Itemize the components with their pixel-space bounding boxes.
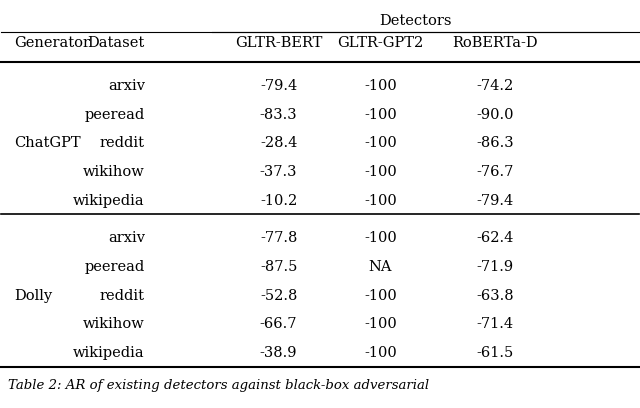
Text: -38.9: -38.9 [260, 346, 298, 360]
Text: wikipedia: wikipedia [73, 194, 145, 208]
Text: -90.0: -90.0 [477, 108, 514, 122]
Text: -77.8: -77.8 [260, 231, 297, 245]
Text: -100: -100 [364, 317, 397, 331]
Text: -86.3: -86.3 [476, 136, 514, 150]
Text: -79.4: -79.4 [260, 79, 297, 93]
Text: -79.4: -79.4 [477, 194, 514, 208]
Text: -61.5: -61.5 [477, 346, 514, 360]
Text: NA: NA [369, 260, 392, 274]
Text: -71.9: -71.9 [477, 260, 514, 274]
Text: -100: -100 [364, 231, 397, 245]
Text: arxiv: arxiv [108, 79, 145, 93]
Text: -100: -100 [364, 108, 397, 122]
Text: -37.3: -37.3 [260, 165, 298, 179]
Text: Detectors: Detectors [380, 13, 452, 28]
Text: reddit: reddit [100, 288, 145, 303]
Text: Table 2: AR of existing detectors against black-box adversarial: Table 2: AR of existing detectors agains… [8, 379, 429, 392]
Text: wikihow: wikihow [83, 317, 145, 331]
Text: -71.4: -71.4 [477, 317, 514, 331]
Text: arxiv: arxiv [108, 231, 145, 245]
Text: -74.2: -74.2 [477, 79, 514, 93]
Text: -10.2: -10.2 [260, 194, 297, 208]
Text: -83.3: -83.3 [260, 108, 298, 122]
Text: -62.4: -62.4 [477, 231, 514, 245]
Text: peeread: peeread [84, 108, 145, 122]
Text: -100: -100 [364, 194, 397, 208]
Text: -100: -100 [364, 165, 397, 179]
Text: -28.4: -28.4 [260, 136, 297, 150]
Text: -52.8: -52.8 [260, 288, 297, 303]
Text: -87.5: -87.5 [260, 260, 297, 274]
Text: wikipedia: wikipedia [73, 346, 145, 360]
Text: -100: -100 [364, 346, 397, 360]
Text: -63.8: -63.8 [476, 288, 514, 303]
Text: -76.7: -76.7 [477, 165, 514, 179]
Text: Dolly: Dolly [14, 288, 52, 303]
Text: reddit: reddit [100, 136, 145, 150]
Text: RoBERTa-D: RoBERTa-D [452, 36, 538, 50]
Text: -66.7: -66.7 [260, 317, 298, 331]
Text: Dataset: Dataset [88, 36, 145, 50]
Text: wikihow: wikihow [83, 165, 145, 179]
Text: -100: -100 [364, 288, 397, 303]
Text: -100: -100 [364, 79, 397, 93]
Text: ChatGPT: ChatGPT [14, 136, 81, 150]
Text: GLTR-BERT: GLTR-BERT [235, 36, 323, 50]
Text: -100: -100 [364, 136, 397, 150]
Text: GLTR-GPT2: GLTR-GPT2 [337, 36, 424, 50]
Text: peeread: peeread [84, 260, 145, 274]
Text: Generator: Generator [14, 36, 90, 50]
